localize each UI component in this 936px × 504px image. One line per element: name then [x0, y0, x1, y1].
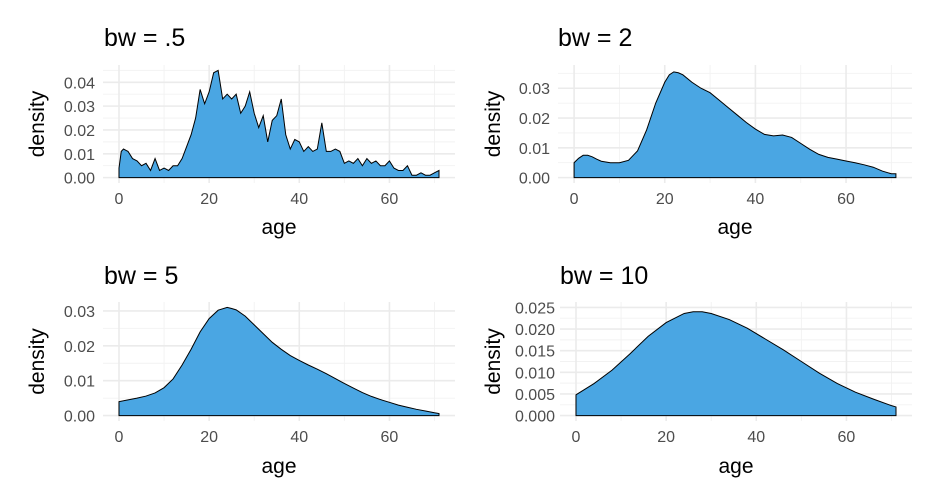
x-tick-label: 60: [381, 191, 399, 208]
y-tick-label: 0.00: [519, 171, 550, 188]
y-tick-label: 0.03: [64, 99, 95, 116]
x-tick-label: 0: [115, 191, 124, 208]
x-axis-title: age: [717, 216, 752, 239]
y-axis-title: density: [26, 90, 49, 157]
x-axis-title: age: [261, 216, 296, 239]
x-tick-label: 20: [200, 191, 218, 208]
y-tick-label: 0.01: [519, 141, 550, 158]
y-tick-label: 0.02: [519, 111, 550, 128]
density-area: [575, 311, 897, 417]
x-tick-label: 60: [381, 429, 399, 446]
x-tick-label: 40: [290, 191, 308, 208]
x-tick-label: 40: [746, 191, 764, 208]
x-tick-label: 0: [572, 429, 581, 446]
panel-title: bw = 10: [560, 262, 648, 290]
y-axis-title: density: [482, 328, 505, 395]
density-area: [118, 306, 440, 417]
y-tick-label: 0.005: [515, 387, 555, 404]
y-tick-label: 0.01: [64, 147, 95, 164]
y-axis-title: density: [26, 328, 49, 395]
y-tick-label: 0.04: [64, 75, 95, 92]
density-area: [118, 69, 440, 179]
x-tick-label: 60: [837, 191, 855, 208]
x-tick-label: 60: [838, 429, 856, 446]
y-tick-label: 0.015: [515, 344, 555, 361]
x-tick-label: 0: [115, 429, 124, 446]
panel-title: bw = 5: [104, 262, 178, 290]
x-tick-label: 40: [290, 429, 308, 446]
panel-title: bw = 2: [558, 24, 632, 52]
y-tick-label: 0.000: [515, 409, 555, 426]
density-area: [573, 71, 897, 179]
x-tick-label: 20: [200, 429, 218, 446]
panel-3: bw = 5 0 20 40 60 0.00 0.01 0.02 0.03 age density: [26, 262, 455, 478]
x-tick-label: 40: [747, 429, 765, 446]
y-tick-label: 0.010: [515, 365, 555, 382]
y-tick-label: 0.02: [64, 339, 95, 356]
x-tick-label: 20: [656, 191, 674, 208]
y-tick-label: 0.020: [515, 322, 555, 339]
y-tick-label: 0.02: [64, 123, 95, 140]
y-tick-label: 0.025: [515, 300, 555, 317]
y-tick-label: 0.03: [64, 304, 95, 321]
y-tick-label: 0.01: [64, 374, 95, 391]
panel-4: bw = 10 0 20 40 60 0.000 0.005 0.010 0.015 0.020 0…: [482, 262, 912, 478]
y-axis-title: density: [482, 90, 505, 157]
panel-title: bw = .5: [104, 24, 185, 52]
x-tick-label: 0: [570, 191, 579, 208]
x-axis-title: age: [718, 455, 753, 478]
y-tick-label: 0.00: [64, 409, 95, 426]
panel-1: bw = .5 0 20 40 60 0.00 0.01 0.02 0.03 0.04 age den…: [26, 24, 455, 239]
panel-2: bw = 2 0 20 40 60 0.00 0.01 0.02 0.03 age density: [482, 24, 912, 239]
x-axis-title: age: [261, 455, 296, 478]
y-tick-label: 0.00: [64, 171, 95, 188]
x-tick-label: 20: [657, 429, 675, 446]
y-tick-label: 0.03: [519, 81, 550, 98]
